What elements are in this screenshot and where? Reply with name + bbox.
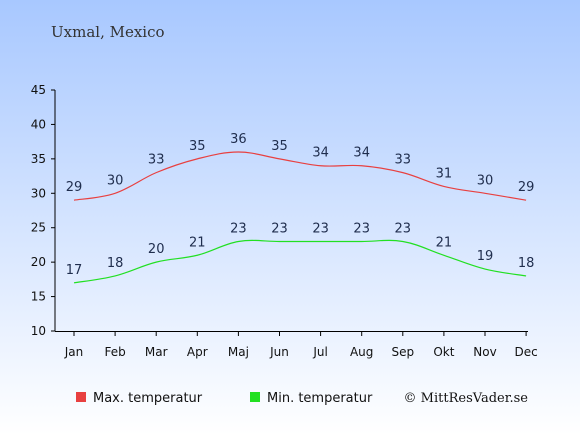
data-label-min: 23 — [271, 221, 288, 236]
x-tick-label: Jun — [269, 345, 289, 359]
data-label-max: 36 — [230, 132, 247, 147]
data-label-min: 17 — [66, 263, 83, 278]
data-label-min: 21 — [189, 235, 206, 250]
x-tick-label: Dec — [514, 345, 537, 359]
data-label-max: 34 — [353, 146, 370, 161]
data-label-min: 18 — [518, 256, 535, 271]
data-label-min: 23 — [312, 221, 329, 236]
series-line-max — [73, 151, 527, 201]
data-label-max: 35 — [189, 139, 206, 154]
legend-swatch-min — [250, 392, 260, 402]
data-label-max: 30 — [107, 173, 124, 188]
plot-area: 10 15 20 25 30 35 40 45 Jan Feb Mar Apr Maj Jun Jul Aug… — [31, 83, 538, 359]
x-tick-label: Nov — [473, 345, 496, 359]
legend-label-min: Min. temperatur — [267, 391, 373, 406]
y-tick-label: 20 — [31, 255, 46, 269]
y-tick-label: 30 — [31, 186, 46, 200]
legend-swatch-max — [76, 392, 86, 402]
x-tick-label: Feb — [104, 345, 125, 359]
data-label-max: 34 — [312, 146, 329, 161]
y-tick-label: 25 — [31, 221, 46, 235]
data-label-min: 23 — [230, 221, 247, 236]
legend-label-max: Max. temperatur — [93, 391, 203, 406]
chart-title: Uxmal, Mexico — [51, 23, 165, 41]
legend: Max. temperatur Min. temperatur — [76, 391, 373, 406]
data-label-min: 20 — [148, 242, 165, 257]
y-tick-label: 35 — [31, 152, 46, 166]
x-tick-label: Jul — [312, 345, 327, 359]
data-label-min: 23 — [353, 221, 370, 236]
data-label-min: 18 — [107, 256, 124, 271]
series-line-min — [73, 239, 527, 284]
y-tick-label: 40 — [31, 117, 46, 131]
data-label-max: 33 — [395, 153, 412, 168]
data-label-max: 29 — [66, 180, 83, 195]
x-tick-label: Apr — [187, 345, 208, 359]
data-label-min: 23 — [395, 221, 412, 236]
data-label-min: 21 — [436, 235, 453, 250]
data-label-max: 33 — [148, 153, 165, 168]
data-label-max: 31 — [436, 166, 453, 181]
y-tick-label: 10 — [31, 324, 46, 338]
x-tick-label: Jan — [64, 345, 84, 359]
y-tick-label: 45 — [31, 83, 46, 97]
data-label-min: 19 — [477, 249, 494, 264]
y-tick-label: 15 — [31, 290, 46, 304]
x-tick-label: Aug — [350, 345, 373, 359]
x-tick-label: Maj — [228, 345, 249, 359]
x-tick-label: Sep — [391, 345, 414, 359]
data-label-max: 29 — [518, 180, 535, 195]
x-tick-label: Okt — [433, 345, 454, 359]
x-tick-label: Mar — [145, 345, 168, 359]
credit-text: © MittResVader.se — [404, 391, 529, 406]
data-label-max: 30 — [477, 173, 494, 188]
data-label-max: 35 — [271, 139, 288, 154]
